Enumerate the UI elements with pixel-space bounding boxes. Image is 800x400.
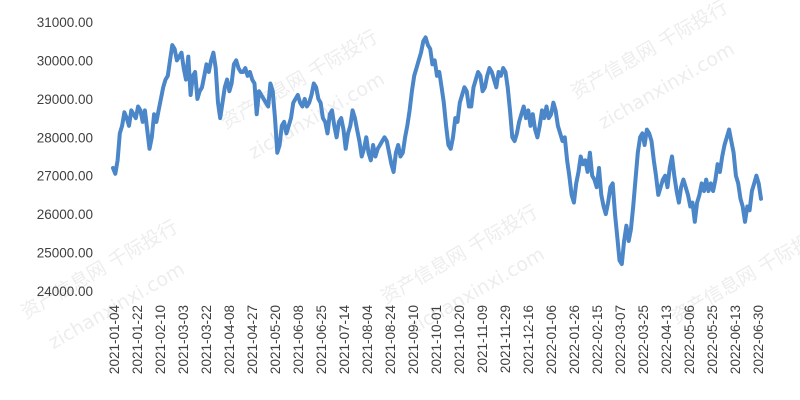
x-tick-label: 2022-06-13	[728, 305, 743, 374]
x-tick-label: 2021-04-08	[222, 305, 237, 374]
x-tick-label: 2022-06-30	[751, 305, 766, 374]
x-tick-label: 2021-07-14	[337, 305, 352, 375]
x-tick-label: 2021-09-10	[406, 305, 421, 374]
x-tick-label: 2021-03-22	[199, 305, 214, 374]
x-tick-label: 2021-01-22	[130, 305, 145, 374]
x-tick-label: 2021-06-08	[291, 305, 306, 374]
x-tick-label: 2021-01-04	[107, 305, 122, 375]
x-tick-label: 2021-02-10	[153, 305, 168, 374]
x-tick-label: 2021-10-20	[452, 305, 467, 374]
y-tick-label: 28000.00	[37, 130, 93, 145]
x-tick-label: 2022-04-13	[659, 305, 674, 374]
x-tick-label: 2022-03-07	[613, 305, 628, 374]
x-tick-label: 2021-12-16	[521, 305, 536, 374]
x-tick-label: 2021-11-09	[475, 305, 490, 373]
x-tick-label: 2021-10-01	[429, 305, 444, 374]
x-tick-label: 2022-03-25	[636, 305, 651, 374]
x-tick-label: 2021-08-24	[383, 305, 398, 375]
x-tick-label: 2021-03-03	[176, 305, 191, 374]
y-tick-label: 29000.00	[37, 92, 93, 107]
y-tick-label: 25000.00	[37, 246, 93, 261]
x-tick-label: 2022-05-06	[682, 305, 697, 374]
x-tick-label: 2022-01-26	[567, 305, 582, 374]
x-tick-label: 2021-04-27	[245, 305, 260, 374]
series-line	[111, 35, 763, 267]
plot-area	[111, 35, 763, 267]
y-tick-label: 30000.00	[37, 53, 93, 68]
x-tick-label: 2021-08-04	[360, 305, 375, 375]
x-axis: 2021-01-04 2021-01-22 2021-02-10 2021-03-03…	[107, 305, 766, 375]
x-tick-label: 2021-05-20	[268, 305, 283, 374]
x-tick-label: 2022-02-15	[590, 305, 605, 374]
x-tick-label: 2021-06-25	[314, 305, 329, 374]
x-tick-label: 2022-01-06	[544, 305, 559, 374]
y-tick-label: 26000.00	[37, 207, 93, 222]
y-tick-label: 31000.00	[37, 15, 93, 30]
x-tick-label: 2021-11-29	[498, 305, 513, 373]
y-tick-label: 24000.00	[37, 284, 93, 299]
y-tick-label: 27000.00	[37, 169, 93, 184]
y-axis: 24000.00 25000.00 26000.00 27000.00 28000.00…	[37, 15, 93, 299]
x-tick-label: 2022-05-25	[705, 305, 720, 374]
